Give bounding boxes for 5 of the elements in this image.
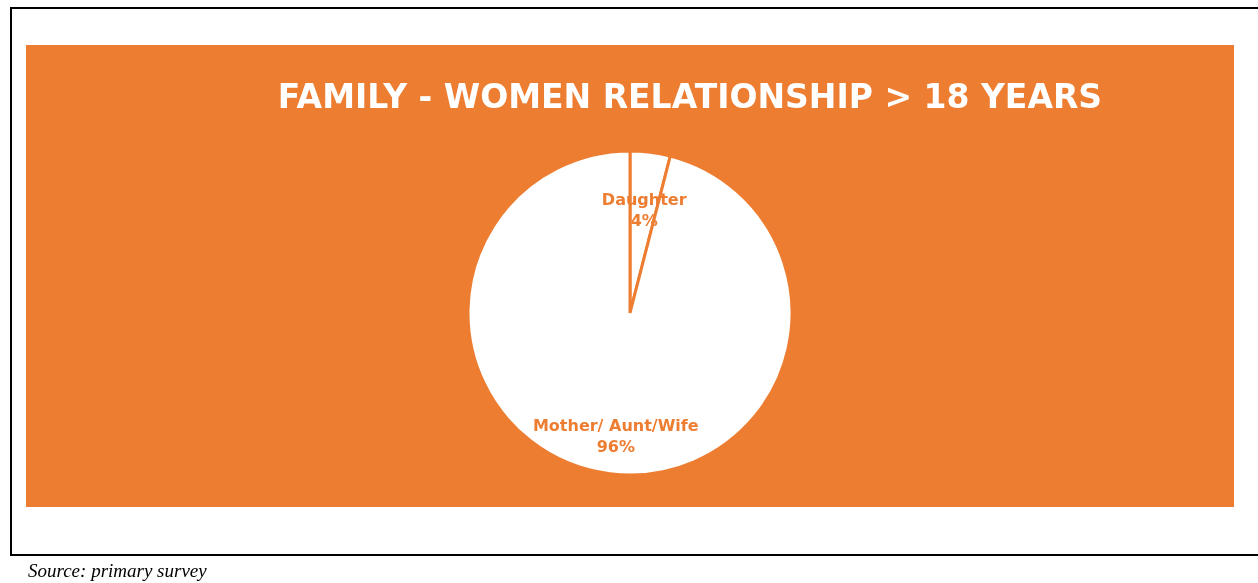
chart-title: FAMILY - WOMEN RELATIONSHIP > 18 YEARS (277, 77, 1103, 116)
data-label: 96% (596, 436, 635, 456)
slice-label: Mother/ Aunt/Wife (532, 415, 699, 435)
pie-slice (466, 149, 794, 477)
source-note: Source: primary survey (28, 560, 207, 582)
